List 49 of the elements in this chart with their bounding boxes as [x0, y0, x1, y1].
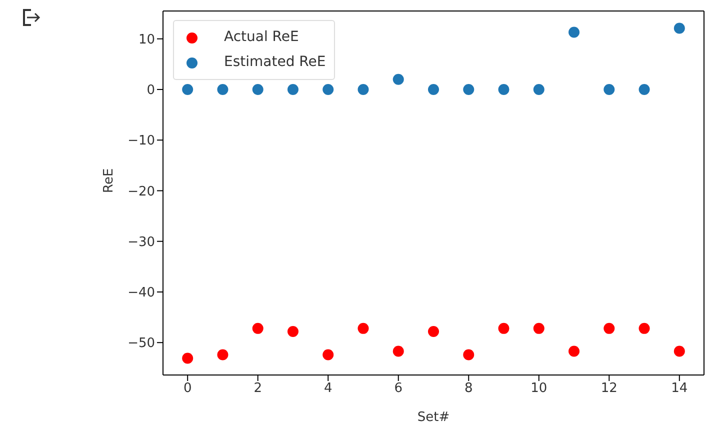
point: [638, 84, 650, 95]
legend-label: Estimated ReE: [224, 53, 326, 72]
point: [498, 84, 510, 95]
point: [392, 74, 404, 85]
point: [533, 322, 544, 334]
x-tick-label: 10: [530, 381, 548, 396]
point: [498, 322, 510, 334]
y-tick-label: −50: [128, 336, 155, 352]
point: [358, 322, 369, 334]
point: [463, 349, 474, 360]
point: [287, 326, 298, 337]
point: [533, 84, 544, 95]
x-tick-label: 8: [464, 381, 473, 396]
x-axis-title: Set#: [417, 410, 450, 425]
point: [217, 84, 228, 95]
point: [674, 22, 685, 34]
y-tick-label: −10: [128, 134, 155, 149]
point: [182, 84, 194, 95]
y-tick-label: 10: [138, 32, 155, 48]
point: [358, 84, 369, 95]
y-tick-label: 0: [146, 83, 155, 98]
point: [428, 326, 439, 337]
x-tick-label: 12: [600, 381, 618, 396]
point: [604, 84, 615, 95]
point: [638, 322, 650, 334]
point: [322, 349, 334, 360]
legend-label: Actual ReE: [224, 28, 299, 47]
y-tick-label: −20: [128, 184, 155, 200]
y-tick-label: −40: [128, 286, 155, 301]
point: [182, 352, 194, 364]
point: [287, 84, 298, 95]
point: [322, 84, 334, 95]
x-tick-label: 0: [183, 381, 192, 396]
point: [252, 322, 264, 334]
point: [252, 84, 264, 95]
x-tick-label: 6: [394, 381, 403, 396]
point: [217, 349, 228, 360]
point: [428, 84, 439, 95]
point: [392, 346, 404, 357]
point: [604, 322, 615, 334]
point: [674, 346, 685, 357]
x-tick-label: 4: [324, 381, 332, 396]
y-tick-label: −30: [128, 234, 155, 250]
point: [568, 26, 580, 38]
y-axis-title: ReE: [102, 168, 117, 193]
x-tick-label: 14: [671, 381, 688, 396]
point: [463, 84, 474, 95]
x-tick-label: 2: [254, 381, 262, 396]
point: [568, 346, 580, 357]
